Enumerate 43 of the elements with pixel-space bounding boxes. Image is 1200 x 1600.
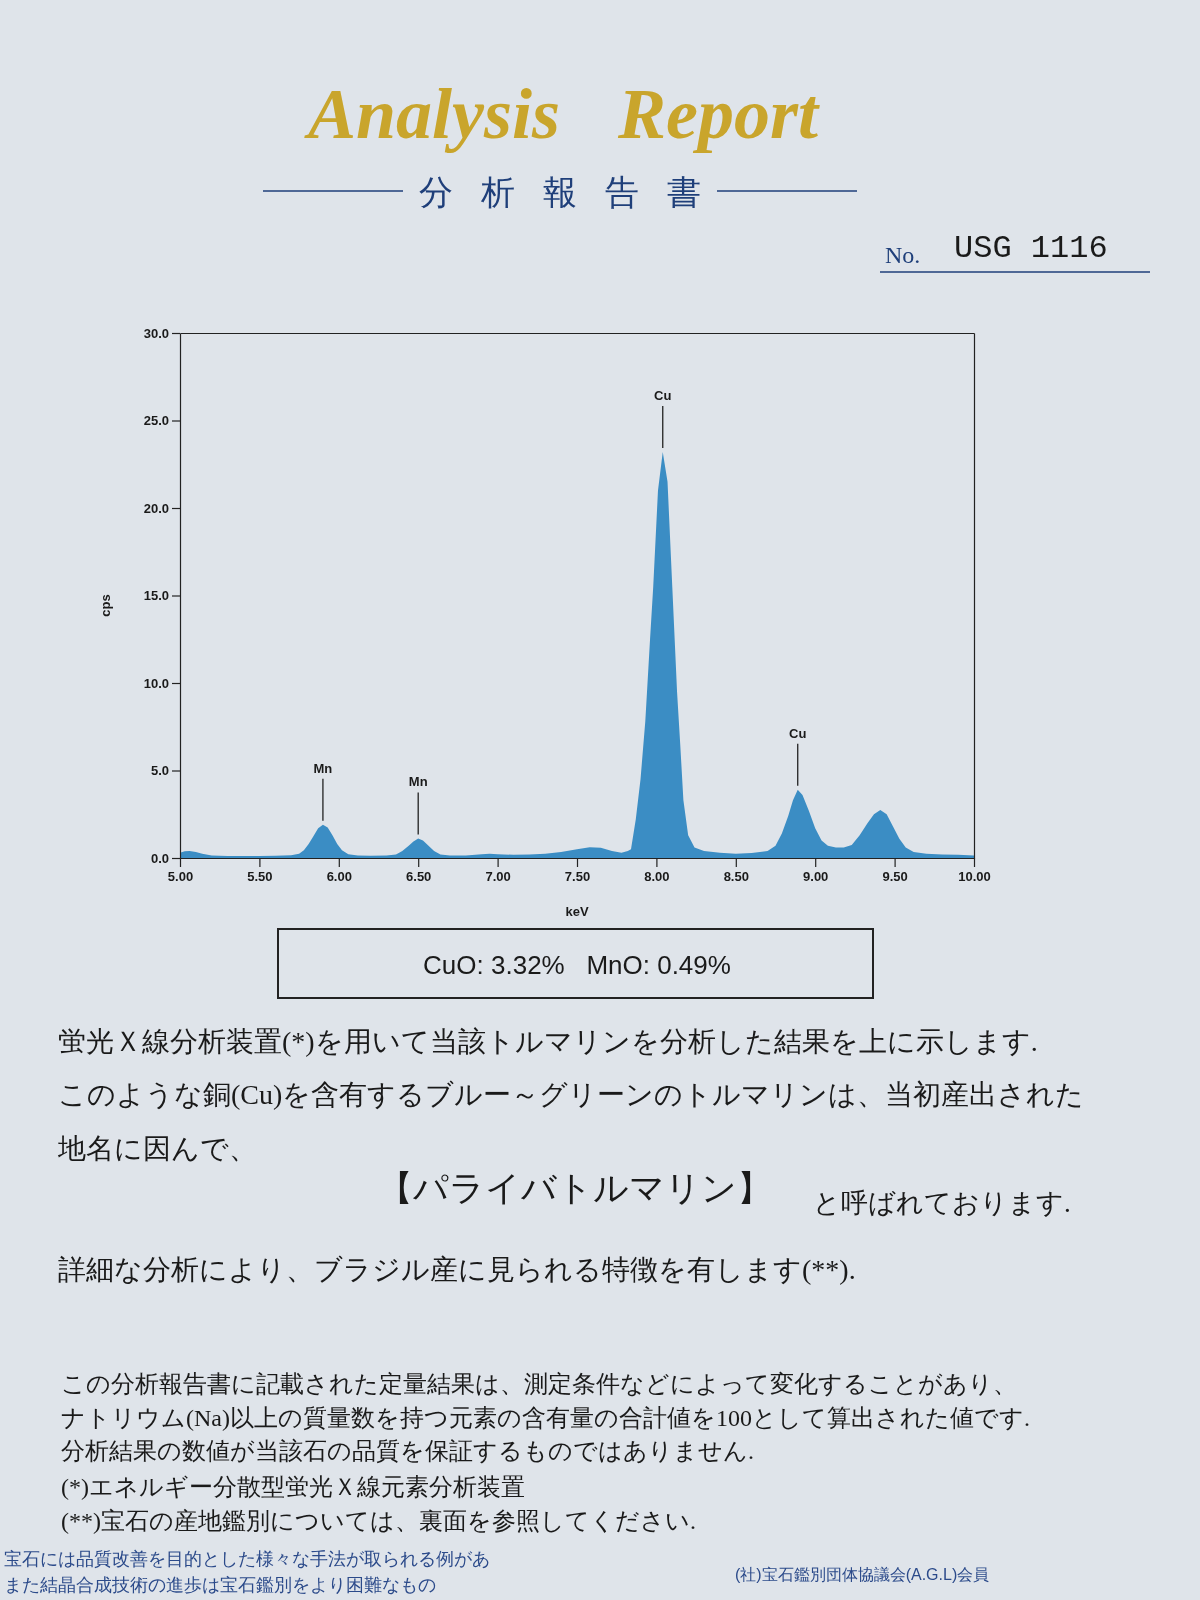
text: (*)エネルギー分散型蛍光Ｘ線元素分析装置 [61,1474,525,1500]
x-tick-label: 9.50 [882,869,908,885]
y-tick-label: 25.0 [143,413,169,429]
annotation: Cu [789,725,807,741]
x-tick-label: 6.50 [406,869,432,885]
text: また結晶合成技術の進歩は宝石鑑別をより困難なもの [4,1575,436,1595]
text: このような銅(Cu)を含有するブルー～グリーンのトルマリンは、当初産出された [58,1079,1085,1110]
x-tick-label: 8.00 [644,869,670,885]
x-axis-title: keV [565,904,589,919]
x-tick-label: 5.50 [247,869,273,885]
x-tick-label: 5.00 [167,869,194,885]
x-tick-label: 9.00 [803,869,829,885]
x-tick-label: 7.00 [485,869,511,885]
y-tick-label: 0.0 [150,850,169,866]
text: ナトリウム(Na)以上の質量数を持つ元素の含有量の合計値を100として算出された値です. [61,1405,1030,1431]
y-tick-label: 15.0 [143,588,169,604]
y-axis-title: cps [98,594,113,617]
text: No. [885,242,921,268]
text: 宝石には品質改善を目的とした様々な手法が取られる例があ [4,1549,490,1569]
annotation: Mn [408,774,428,790]
chart-subtitle: 分析報告書 [419,174,729,211]
text: (**)宝石の産地鑑別については、裏面を参照してください. [61,1508,696,1534]
x-tick-label: 6.00 [326,869,352,885]
x-tick-label: 8.50 [723,869,749,885]
annotation: Cu [654,388,672,403]
text: と呼ばれております. [813,1188,1071,1218]
text: 分析結果の数値が当該石の品質を保証するものではありません. [61,1438,754,1464]
y-tick-label: 20.0 [143,500,169,516]
text: 蛍光Ｘ線分析装置(*)を用いて当該トルマリンを分析した結果を上に示します. [58,1026,1038,1057]
annotation: Mn [313,760,333,776]
text: 地名に因んで、 [57,1133,257,1164]
text: 詳細な分析により、ブラジル産に見られる特徴を有します(**). [58,1254,856,1285]
y-tick-label: 5.0 [150,763,169,779]
text: USG 1116 [954,230,1108,267]
x-tick-label: 10.00 [958,869,991,885]
x-tick-label: 7.50 [564,869,591,885]
chart-title: Analysis Report [303,74,821,154]
text: (社)宝石鑑別団体協議会(A.G.L)会員 [735,1566,990,1583]
y-tick-label: 30.0 [143,325,169,341]
y-tick-label: 10.0 [143,675,169,691]
text: この分析報告書に記載された定量結果は、測定条件などによって変化することがあり、 [61,1371,1017,1397]
text: 【パライバトルマリン】 [378,1169,772,1208]
text: CuO: 3.32% MnO: 0.49% [423,950,731,980]
